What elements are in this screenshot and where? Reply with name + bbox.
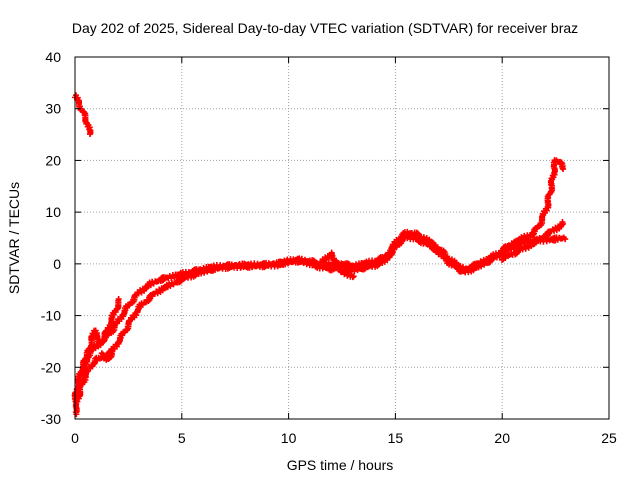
x-tick-label: 10 bbox=[281, 430, 297, 446]
x-tick-label: 5 bbox=[178, 430, 186, 446]
data-point bbox=[522, 235, 529, 242]
data-series bbox=[71, 92, 569, 418]
y-tick-label: -20 bbox=[41, 359, 61, 375]
data-point bbox=[560, 220, 567, 227]
data-point bbox=[560, 166, 567, 173]
series-SDTVAR-a bbox=[72, 92, 94, 138]
data-point bbox=[519, 236, 526, 243]
y-tick-label: 0 bbox=[53, 256, 61, 272]
x-tick-label: 0 bbox=[71, 430, 79, 446]
x-tick-label: 20 bbox=[494, 430, 510, 446]
series-SDTVAR-d bbox=[71, 157, 567, 405]
data-point bbox=[135, 290, 142, 297]
data-point bbox=[522, 245, 529, 252]
data-point bbox=[181, 271, 188, 278]
series-SDTVAR-e bbox=[499, 219, 567, 263]
data-point bbox=[551, 227, 558, 234]
x-tick-label: 25 bbox=[601, 430, 617, 446]
y-tick-label: 30 bbox=[45, 101, 61, 117]
y-tick-label: 10 bbox=[45, 204, 61, 220]
series-SDTVAR-g bbox=[318, 249, 357, 281]
chart-title: Day 202 of 2025, Sidereal Day-to-day VTE… bbox=[72, 20, 578, 36]
data-point bbox=[367, 260, 374, 267]
grid bbox=[75, 57, 609, 419]
data-point bbox=[167, 283, 174, 290]
axis-ticks: -30 -20 -10 0 10 20 30 40 0 5 10 15 20 25 bbox=[41, 49, 617, 446]
x-axis-label: GPS time / hours bbox=[287, 457, 394, 473]
y-axis-label: SDTVAR / TECUs bbox=[6, 182, 22, 294]
y-tick-label: 20 bbox=[45, 152, 61, 168]
data-point bbox=[349, 274, 356, 281]
y-tick-label: -10 bbox=[41, 308, 61, 324]
plot-frame bbox=[74, 56, 610, 420]
data-point bbox=[562, 236, 569, 243]
x-tick-label: 15 bbox=[388, 430, 404, 446]
y-tick-label: 40 bbox=[45, 49, 61, 65]
data-point bbox=[109, 347, 116, 354]
data-point bbox=[420, 234, 427, 241]
data-point bbox=[87, 131, 94, 138]
y-tick-label: -30 bbox=[41, 411, 61, 427]
data-point bbox=[350, 273, 357, 280]
series-SDTVAR-f bbox=[98, 347, 116, 363]
data-point bbox=[115, 296, 122, 303]
